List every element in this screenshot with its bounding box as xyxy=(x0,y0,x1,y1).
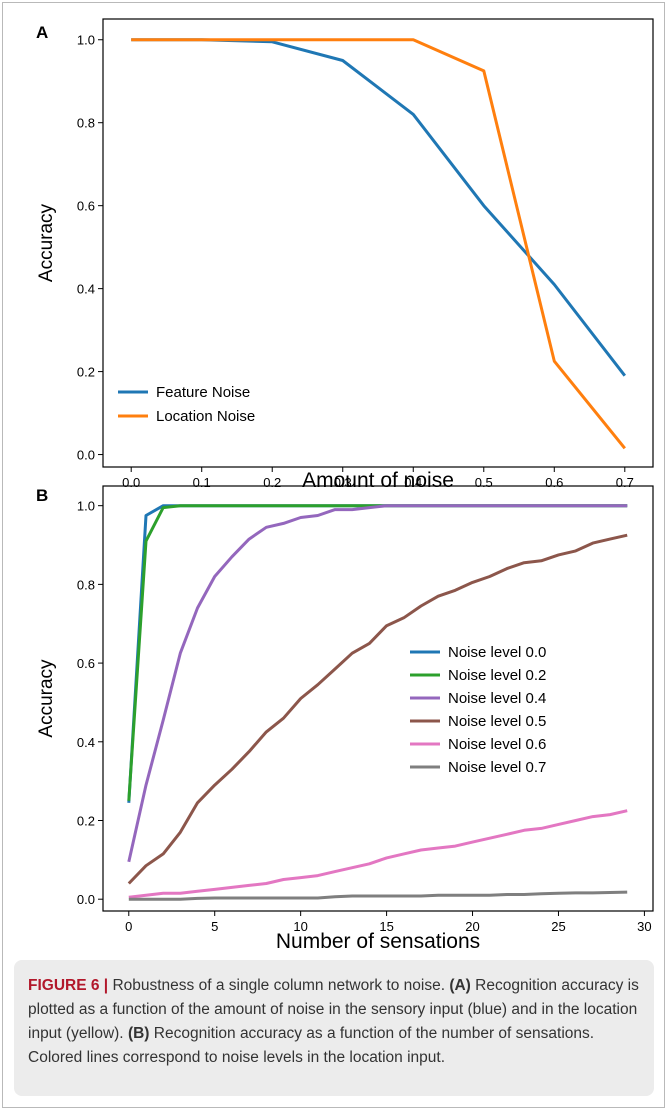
series-line-b-2 xyxy=(127,504,628,863)
series-line-b-5 xyxy=(128,890,628,901)
x-tick-label: 0.5 xyxy=(475,475,493,490)
x-axis-title: Amount of noise xyxy=(302,469,454,492)
y-tick-label: 0.2 xyxy=(77,813,95,828)
y-tick-label: 0.0 xyxy=(77,892,95,907)
y-tick-label: 1.0 xyxy=(77,499,95,514)
x-tick-label: 10 xyxy=(293,919,307,934)
series-line-a-1 xyxy=(131,38,626,450)
caption-text-intro: Robustness of a single column network to… xyxy=(108,977,450,994)
caption-text-panel-b: Recognition accuracy as a function of th… xyxy=(28,1025,595,1066)
caption-panel-b-ref: (B) xyxy=(127,1025,150,1042)
x-axis-title: Number of sensations xyxy=(276,930,480,953)
y-axis-title: Accuracy xyxy=(36,659,57,738)
figure-charts: A0.0 0.1 0.2 0.3 0.4 0.5 0.6 0.70.00.20.40.60.8… xyxy=(36,18,654,953)
y-tick-label: 0.4 xyxy=(77,282,95,297)
panel-a-chart: A0.0 0.1 0.2 0.3 0.4 0.5 0.6 0.70.00.20.40.60.8… xyxy=(36,18,654,492)
y-tick-label: 1.0 xyxy=(77,33,95,48)
x-tick-label: 20 xyxy=(465,919,479,934)
panel-letter-a: A xyxy=(36,23,48,42)
legend-label: Noise level 0.2 xyxy=(448,667,546,684)
y-tick-label: 0.8 xyxy=(77,116,95,131)
series-line-b-4 xyxy=(128,809,628,899)
x-tick-label: 30 xyxy=(637,919,651,934)
y-tick-label: 0.4 xyxy=(77,735,95,750)
y-tick-label: 0.6 xyxy=(77,656,95,671)
plot-frame-b xyxy=(102,485,654,912)
legend-label: Noise level 0.4 xyxy=(448,690,546,707)
series-line-b-0 xyxy=(127,504,628,803)
legend-label: Feature Noise xyxy=(156,384,250,401)
legend-label: Noise level 0.7 xyxy=(448,759,546,776)
x-tick-label: 25 xyxy=(551,919,565,934)
caption-text-panel-a: Recognition accuracy is plotted as a fun… xyxy=(28,977,639,1042)
legend-label: Location Noise xyxy=(156,408,255,425)
legend-label: Noise level 0.5 xyxy=(448,713,546,730)
panel-letter-b: B xyxy=(36,486,48,505)
x-tick-label: 15 xyxy=(379,919,393,934)
y-tick-label: 0.8 xyxy=(77,577,95,592)
series-line-b-1 xyxy=(127,504,628,801)
y-tick-label: 0.0 xyxy=(77,448,95,463)
panel-b-chart: B 0 5 10 15 20 25 30 0.0 0.2 0.4 0.6 0.8 1.0 Number of… xyxy=(36,485,654,953)
x-tick-label: 0.2 xyxy=(263,475,281,490)
legend-label: Noise level 0.0 xyxy=(448,644,546,661)
plot-frame-a xyxy=(102,18,654,468)
x-tick-label: 0.0 xyxy=(122,475,140,490)
caption-figure-label: FIGURE 6 | xyxy=(28,977,109,994)
x-tick-label: 0.1 xyxy=(193,475,211,490)
x-tick-label: 0.7 xyxy=(616,475,634,490)
figure-caption: FIGURE 6 | Robustness of a single column… xyxy=(14,960,654,1096)
y-tick-label: 0.2 xyxy=(77,365,95,380)
series-line-a-0 xyxy=(131,38,626,377)
y-axis-title: Accuracy xyxy=(36,203,57,282)
y-tick-label: 0.6 xyxy=(77,199,95,214)
x-tick-label: 0 xyxy=(125,919,132,934)
x-tick-label: 5 xyxy=(211,919,218,934)
series-line-b-3 xyxy=(127,533,628,885)
x-tick-label: 0.6 xyxy=(545,475,563,490)
caption-panel-a-ref: (A) xyxy=(449,977,471,994)
legend-label: Noise level 0.6 xyxy=(448,736,546,753)
